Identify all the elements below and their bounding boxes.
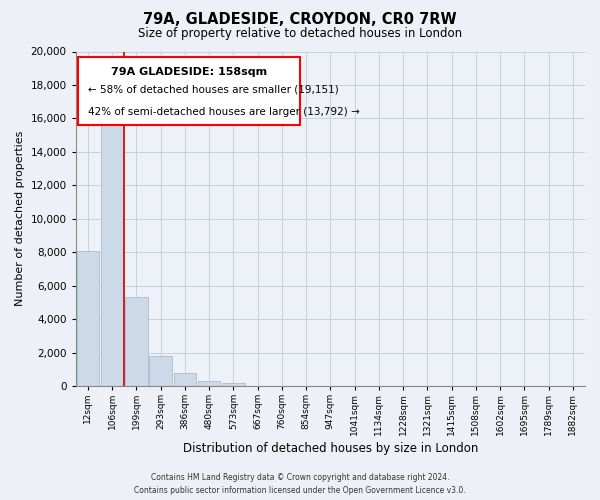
Text: Size of property relative to detached houses in London: Size of property relative to detached ho… bbox=[138, 28, 462, 40]
Text: 79A, GLADESIDE, CROYDON, CR0 7RW: 79A, GLADESIDE, CROYDON, CR0 7RW bbox=[143, 12, 457, 28]
Bar bbox=[101, 110, 124, 386]
X-axis label: Distribution of detached houses by size in London: Distribution of detached houses by size … bbox=[182, 442, 478, 455]
FancyBboxPatch shape bbox=[78, 56, 300, 125]
Bar bbox=[222, 382, 245, 386]
Text: Contains HM Land Registry data © Crown copyright and database right 2024.
Contai: Contains HM Land Registry data © Crown c… bbox=[134, 473, 466, 495]
Bar bbox=[198, 382, 220, 386]
Y-axis label: Number of detached properties: Number of detached properties bbox=[15, 131, 25, 306]
Bar bbox=[77, 250, 99, 386]
Bar bbox=[173, 374, 196, 386]
Bar bbox=[125, 298, 148, 386]
Text: ← 58% of detached houses are smaller (19,151): ← 58% of detached houses are smaller (19… bbox=[88, 85, 339, 95]
Text: 42% of semi-detached houses are larger (13,792) →: 42% of semi-detached houses are larger (… bbox=[88, 106, 360, 117]
Bar bbox=[149, 356, 172, 386]
Text: 79A GLADESIDE: 158sqm: 79A GLADESIDE: 158sqm bbox=[111, 66, 267, 76]
